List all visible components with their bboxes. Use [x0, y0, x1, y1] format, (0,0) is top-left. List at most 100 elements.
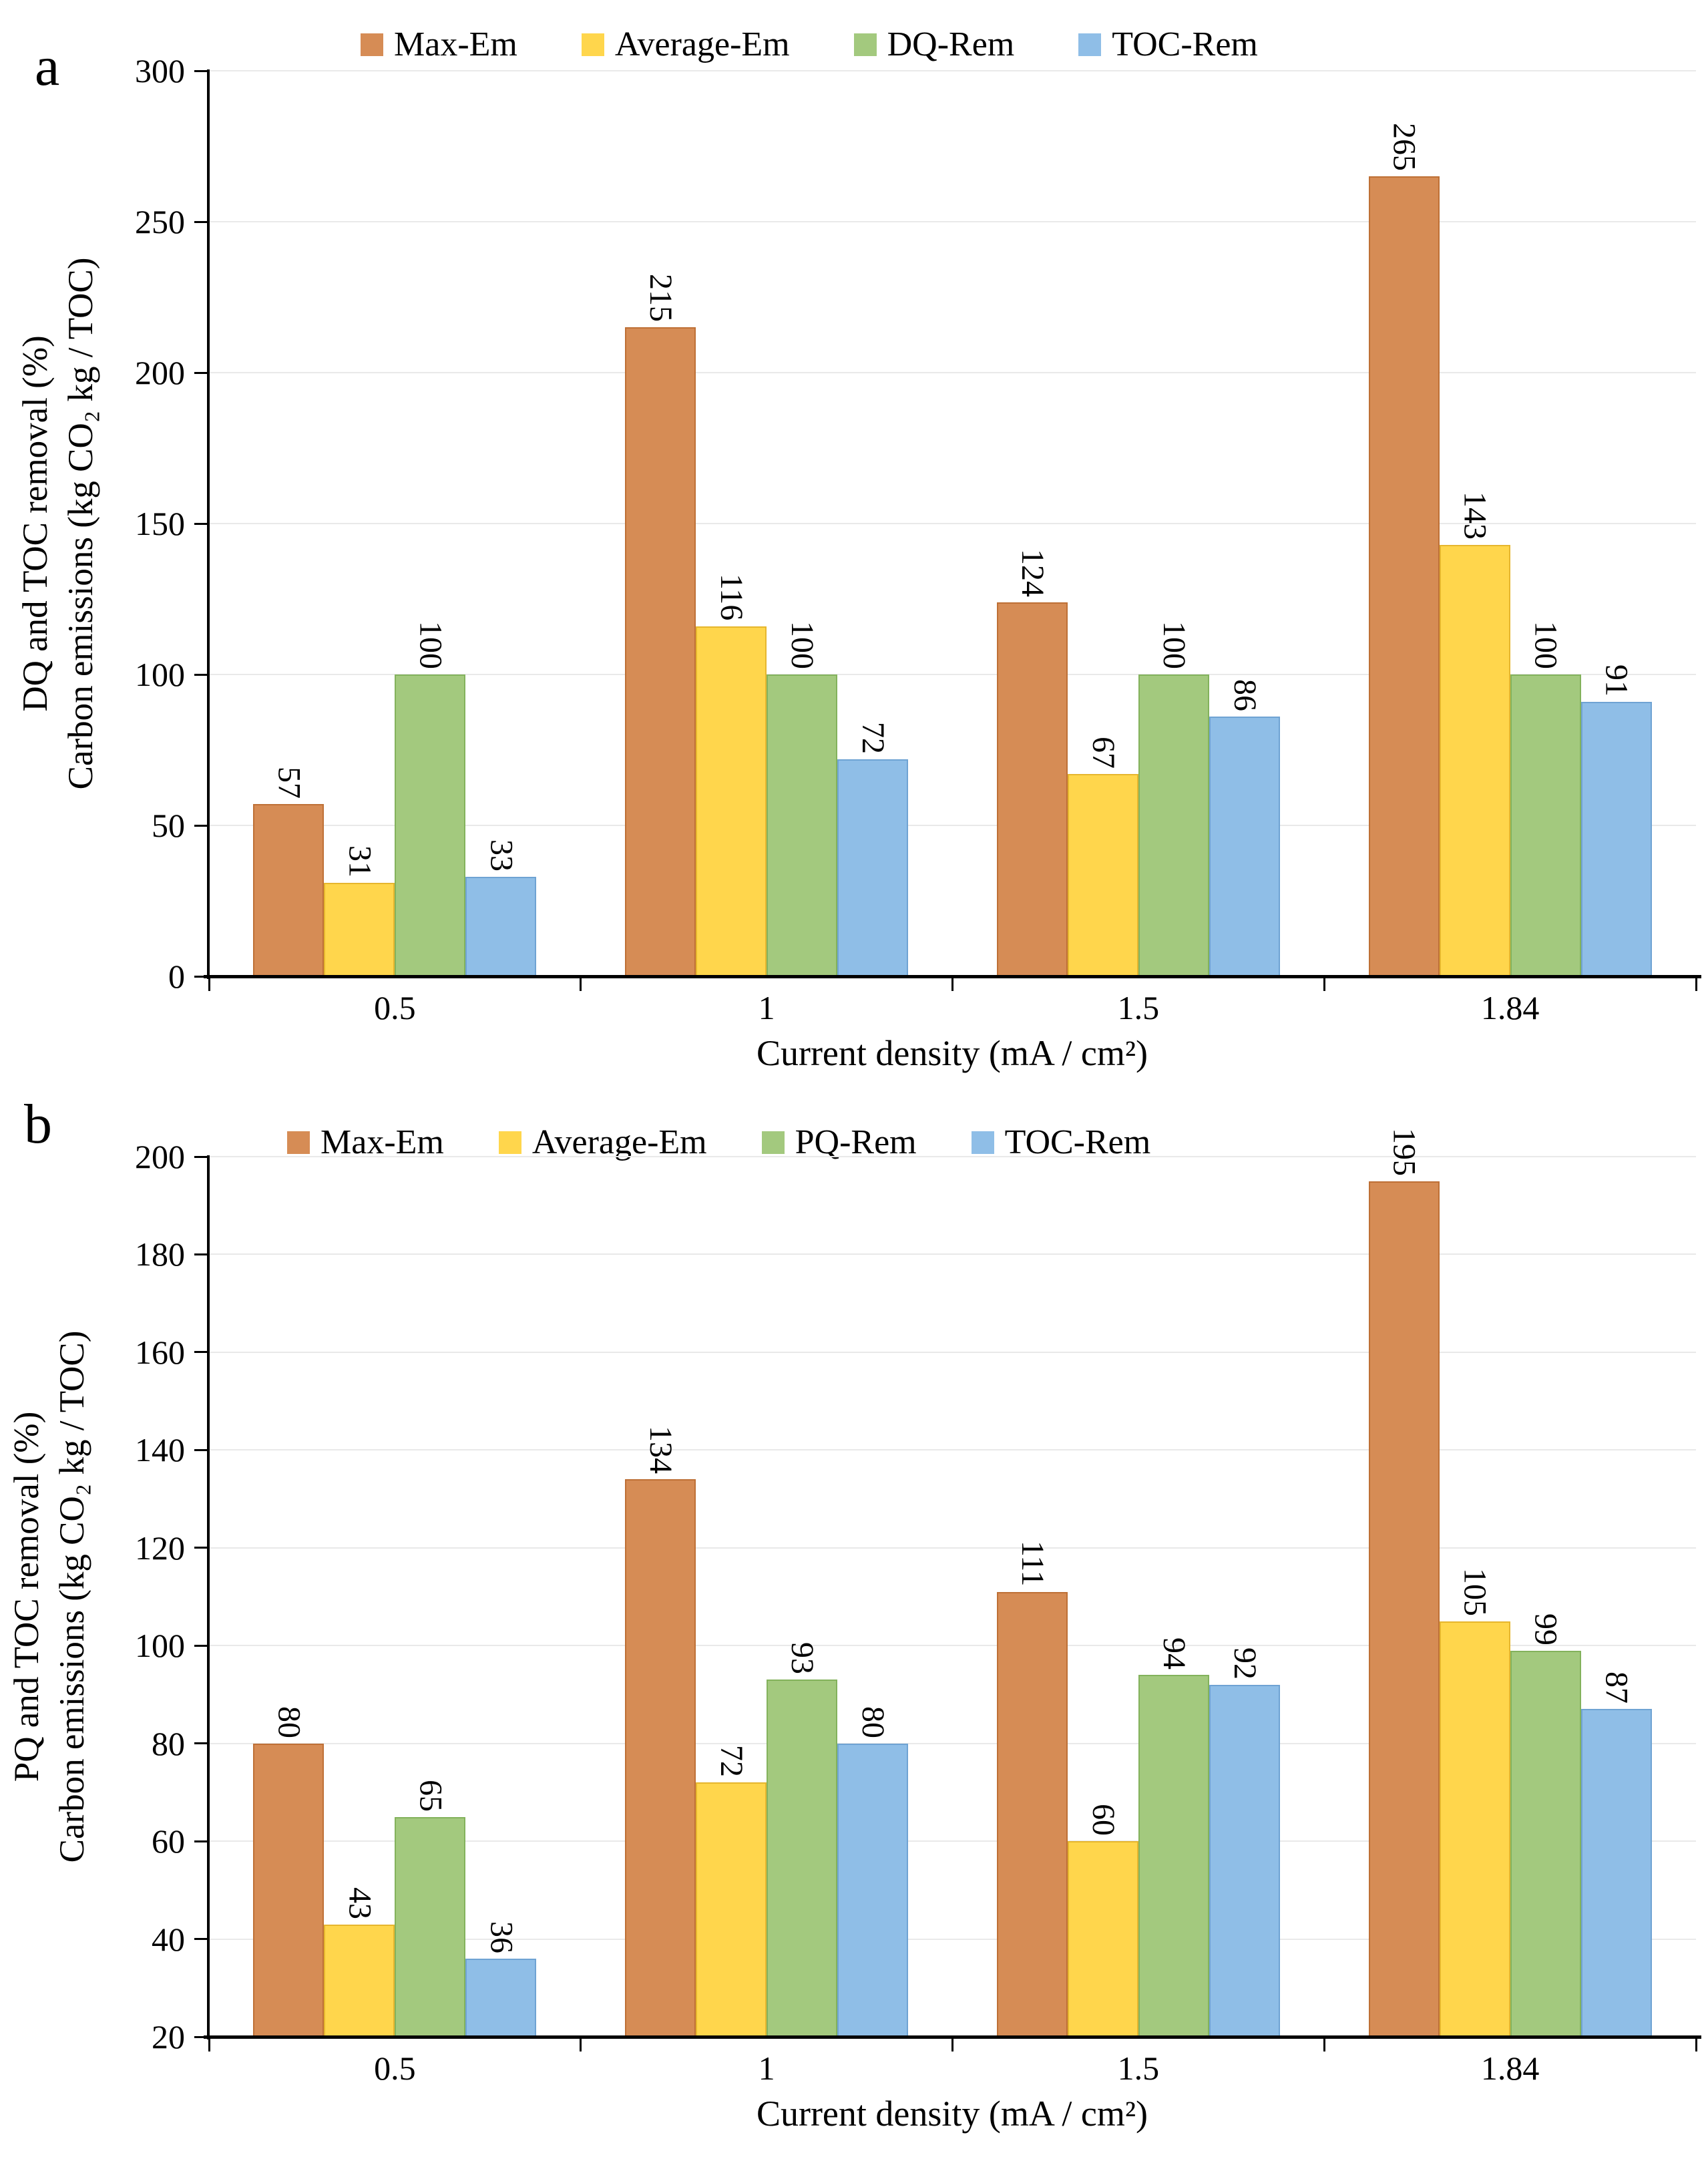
gridline: [209, 70, 1696, 71]
bar-toc-rem-1.84: 87: [1580, 1672, 1652, 2037]
legend-item-dq-rem: DQ-Rem: [853, 25, 1015, 63]
y-axis-tick: [194, 1351, 209, 1354]
x-tick-label: 1.84: [1480, 989, 1540, 1026]
y-tick-label: 100: [135, 656, 185, 693]
y-tick-label: 200: [135, 354, 185, 391]
bar-value-label: 91: [1598, 664, 1635, 697]
bar-toc-rem-1.5: 92: [1209, 1647, 1280, 2037]
x-axis-tick: [208, 976, 210, 991]
x-axis-tick: [951, 2037, 953, 2051]
gridline: [209, 1253, 1696, 1255]
bar-max-em-1.84: 265: [1368, 123, 1440, 976]
gridline: [209, 1351, 1696, 1353]
gridline: [209, 1938, 1696, 1940]
gridline: [209, 372, 1696, 373]
x-axis-tick: [1323, 976, 1325, 991]
legend-item-pq-rem: PQ-Rem: [761, 1123, 917, 1161]
bar-toc-rem-1.84: 91: [1580, 664, 1652, 976]
legend: Max-Em Average-Em DQ-Rem TOC-Rem: [361, 25, 1258, 63]
y-tick-label: 80: [152, 1724, 185, 1762]
legend-item-max-em: Max-Em: [361, 25, 517, 63]
legend-swatch-icon: [581, 33, 604, 56]
legend-swatch-icon: [498, 1131, 521, 1154]
bar-value-label: 105: [1457, 1567, 1493, 1616]
y-tick-label: 60: [152, 1822, 185, 1860]
bar-value-label: 31: [342, 845, 378, 877]
bar-value-label: 43: [342, 1887, 378, 1919]
y-tick-label: 40: [152, 1920, 185, 1958]
legend-label: Average-Em: [531, 1123, 707, 1161]
bar-value-label: 86: [1227, 679, 1263, 712]
gridline: [209, 221, 1696, 222]
bar-average-em-1.84: 105: [1439, 1568, 1510, 2037]
bar-value-label: 92: [1227, 1647, 1263, 1680]
y-axis-title-line1: DQ and TOC removal (%): [16, 335, 55, 712]
y-axis-tick: [194, 1938, 209, 1941]
gridline: [209, 674, 1696, 675]
x-axis-tick: [1695, 976, 1697, 991]
y-tick-label: 200: [135, 1138, 185, 1175]
legend-item-toc-rem: TOC-Rem: [971, 1123, 1150, 1161]
y-axis-line: [207, 69, 210, 979]
bar-value-label: 94: [1156, 1637, 1192, 1670]
bar-toc-rem-1: 80: [837, 1706, 909, 2037]
bar-value-label: 57: [271, 767, 307, 799]
bar-pq-rem-1.84: 99: [1510, 1613, 1581, 2037]
x-tick-label: 1: [758, 2049, 775, 2087]
gridline: [209, 1449, 1696, 1451]
y-axis-tick: [194, 1448, 209, 1451]
bar-value-label: 124: [1014, 548, 1050, 597]
x-axis-tick: [951, 976, 953, 991]
bar-max-em-0.5: 57: [253, 767, 325, 976]
bar-dq-rem-1.84: 100: [1510, 621, 1581, 976]
gridline: [209, 1645, 1696, 1647]
bar-value-label: 215: [643, 274, 679, 323]
panel-letter-b: b: [24, 1093, 52, 1155]
y-axis-tick: [194, 975, 209, 978]
y-axis-tick: [194, 1547, 209, 1549]
x-axis-tick: [1323, 2037, 1325, 2051]
bar-toc-rem-1.5: 86: [1209, 679, 1280, 976]
bar-value-label: 67: [1085, 737, 1121, 769]
bar-value-label: 265: [1386, 123, 1422, 172]
legend-label: PQ-Rem: [795, 1123, 917, 1161]
y-tick-label: 160: [135, 1333, 185, 1371]
y-axis-tick: [194, 220, 209, 223]
gridline: [209, 1156, 1696, 1157]
bar-value-label: 33: [483, 839, 519, 871]
panel-letter-a: a: [35, 35, 60, 97]
legend-swatch-icon: [287, 1131, 310, 1154]
x-tick-label: 0.5: [374, 2049, 416, 2087]
legend-swatch-icon: [971, 1131, 994, 1154]
bar-dq-rem-0.5: 100: [395, 621, 466, 976]
y-tick-label: 50: [152, 807, 185, 844]
y-axis-title: PQ and TOC removal (%) Carbon emissions …: [5, 1331, 95, 1863]
bar-average-em-1.5: 67: [1067, 737, 1138, 976]
x-axis-tick: [1695, 2037, 1697, 2051]
y-axis-tick: [194, 1742, 209, 1745]
y-tick-label: 140: [135, 1431, 185, 1469]
y-axis-tick: [194, 522, 209, 525]
bar-toc-rem-0.5: 33: [465, 839, 537, 976]
legend-label: DQ-Rem: [887, 25, 1015, 63]
y-axis-tick: [194, 371, 209, 374]
bar-max-em-0.5: 80: [253, 1706, 325, 2037]
y-axis-tick: [194, 673, 209, 676]
x-tick-label: 1: [758, 989, 775, 1026]
y-axis-tick: [194, 1840, 209, 1842]
bar-value-label: 72: [714, 1745, 750, 1778]
bar-max-em-1.84: 195: [1368, 1128, 1440, 2037]
x-axis-tick: [580, 976, 582, 991]
bar-value-label: 36: [483, 1921, 519, 1953]
gridline: [209, 1547, 1696, 1549]
bar-value-label: 100: [1528, 621, 1564, 669]
bar-pq-rem-0.5: 65: [395, 1780, 466, 2037]
bar-value-label: 116: [714, 574, 750, 621]
bar-average-em-0.5: 43: [324, 1887, 395, 2037]
bar-value-label: 87: [1598, 1672, 1635, 1704]
y-axis-tick: [194, 1155, 209, 1158]
x-axis-tick: [208, 2037, 210, 2051]
y-axis-tick: [194, 824, 209, 827]
bar-value-label: 100: [785, 621, 821, 669]
y-tick-label: 250: [135, 203, 185, 240]
